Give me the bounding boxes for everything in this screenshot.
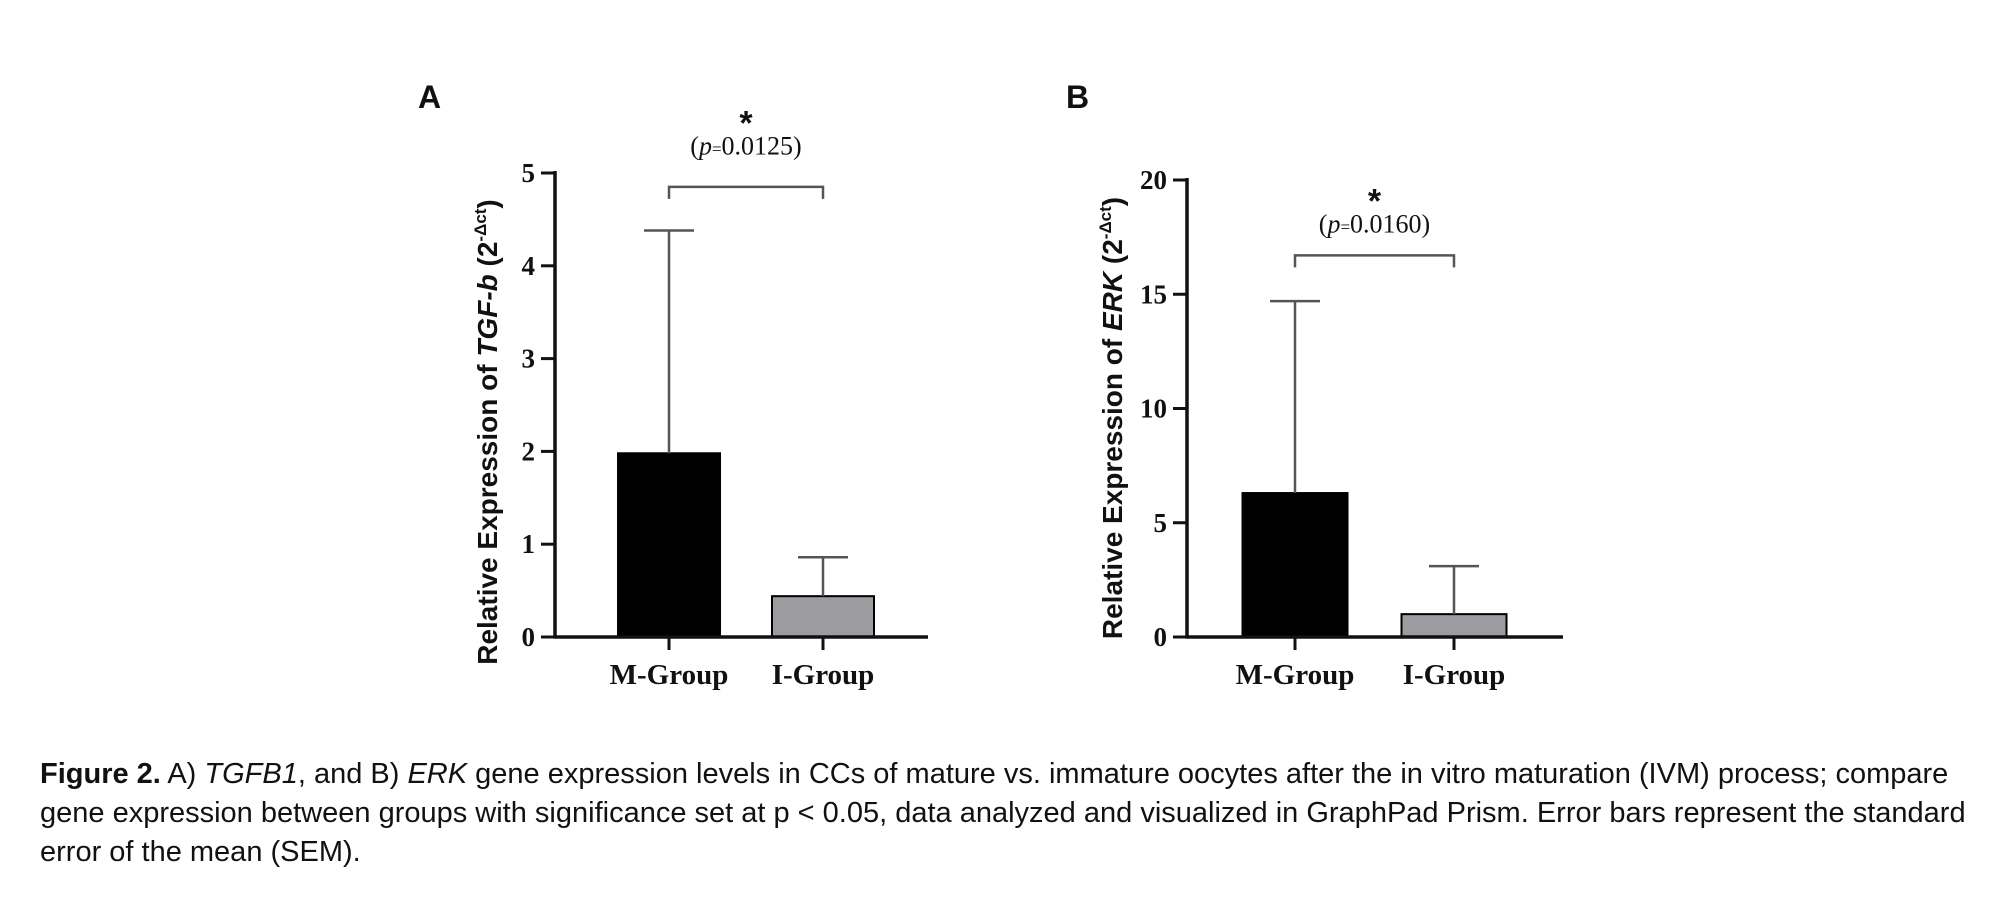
panel-b-bar-i-group [1400, 613, 1508, 639]
panel-b-bar-m-group [1241, 492, 1349, 639]
panel-b-x-tick-label-1: I-Group [1403, 659, 1506, 691]
panel-b-sig-bracket [1293, 254, 1456, 268]
panel-b-x-tick-label-0: M-Group [1236, 659, 1355, 691]
panel-a-y-tick-label-0: 0 [522, 622, 536, 652]
panel-a-y-tick-label-3: 3 [522, 344, 536, 374]
caption-text-1: A) [160, 758, 205, 790]
panel-a-letter: A [418, 79, 441, 115]
panel-b-p-eq: = [1340, 218, 1350, 237]
panel-a-ylabel-unit-open: (2 [472, 242, 503, 275]
caption-text-2: , and B) [297, 758, 408, 790]
panel-a-x-tick-label-0: M-Group [610, 659, 729, 691]
panel-b-letter: B [1066, 79, 1089, 115]
caption-text-3: gene expression levels in CCs of mature … [40, 758, 1966, 868]
figure-caption: Figure 2. A) TGFB1, and B) ERK gene expr… [40, 755, 1970, 872]
panel-b-ylabel-sup: -Δct [1096, 206, 1115, 239]
panel-b-p-close: ) [1422, 210, 1431, 239]
panel-a-plot-area: M-Group I-Group 0 1 2 3 4 5 [522, 158, 928, 691]
panel-b-ylabel-unit-open: (2 [1097, 239, 1128, 272]
panel-b: B M-Group I-Group 0 5 10 15 20 Relative Expres… [1066, 79, 1563, 691]
panel-a-y-tick-label-4: 4 [522, 251, 536, 281]
panel-b-ylabel-gene: ERK [1097, 270, 1128, 331]
panel-a-p-value: 0.0125 [722, 131, 794, 160]
panel-b-p-open: ( [1319, 210, 1328, 239]
panel-b-sig-star: * [1368, 183, 1382, 221]
panel-a-ylabel-prefix: Relative Expression of [472, 357, 503, 665]
panel-a-p-close: ) [793, 131, 802, 160]
caption-gene-a: TGFB1 [204, 758, 298, 790]
panel-a-bar-i-group [771, 595, 875, 639]
panel-a: A M-Group I-Group 0 1 2 3 4 5 Relative Expressi… [418, 79, 928, 691]
panel-a-ylabel-sup: -Δct [471, 208, 490, 241]
panel-b-p-value: 0.0160 [1350, 210, 1422, 239]
panel-b-p-symbol: p [1325, 210, 1340, 239]
panel-a-p-eq: = [712, 139, 722, 158]
panel-a-p-symbol: p [697, 131, 712, 160]
panel-a-bar-m-group [617, 452, 721, 639]
caption-label: Figure 2. [40, 758, 161, 790]
panel-a-sig-star: * [739, 104, 753, 142]
panel-b-y-tick-label-0: 0 [1154, 622, 1168, 652]
panel-a-y-axis-label: Relative Expression of TGF-b (2-Δct) [471, 199, 503, 665]
panel-b-y-tick-label-4: 20 [1140, 165, 1167, 195]
panel-b-plot-area: M-Group I-Group 0 5 10 15 20 [1140, 165, 1563, 691]
panel-b-y-tick-label-3: 15 [1140, 279, 1167, 309]
panel-a-ylabel-gene: TGF-b [472, 274, 503, 356]
panel-a-y-tick-label-1: 1 [522, 529, 536, 559]
panel-b-y-tick-label-2: 10 [1140, 394, 1167, 424]
panel-a-sig-bracket [667, 185, 825, 199]
panel-a-x-tick-label-1: I-Group [772, 659, 875, 691]
panel-b-sig-pvalue: (p=0.0160) [1319, 210, 1430, 239]
panel-a-sig-pvalue: (p=0.0125) [690, 131, 801, 160]
panel-b-y-tick-label-1: 5 [1154, 508, 1168, 538]
caption-gene-b: ERK [407, 758, 468, 790]
panel-a-y-tick-label-5: 5 [522, 158, 536, 188]
panel-b-ylabel-unit-close: ) [1097, 197, 1128, 206]
panel-b-ylabel-prefix: Relative Expression of [1097, 331, 1128, 639]
panel-a-y-tick-label-2: 2 [522, 436, 536, 466]
panel-a-p-open: ( [690, 131, 699, 160]
panel-a-ylabel-unit-close: ) [472, 199, 503, 208]
panel-b-y-axis-label: Relative Expression of ERK (2-Δct) [1096, 197, 1128, 639]
